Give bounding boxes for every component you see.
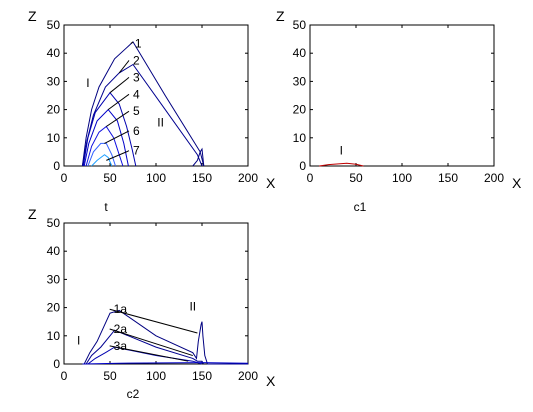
y-tick-label: 40	[47, 46, 61, 60]
region-label: I	[86, 76, 89, 90]
y-tick-label: 20	[293, 103, 307, 117]
x-tick-label: 100	[392, 171, 412, 185]
curve-label: 2	[133, 53, 140, 67]
region-label: I	[340, 144, 343, 158]
region-label: II	[157, 116, 164, 130]
x-tick-label: 50	[103, 171, 117, 185]
x-tick-label: 200	[238, 171, 258, 185]
y-axis-label: Z	[28, 8, 37, 24]
curve-label-leader	[106, 150, 130, 161]
panel-caption: c1	[354, 200, 367, 214]
curve-label-leader	[109, 345, 189, 362]
x-tick-label: 0	[61, 369, 68, 383]
curve-label: 7	[133, 144, 140, 158]
curve-label-leader	[109, 328, 193, 357]
curve-label-leader	[106, 110, 130, 127]
curve-label-leader	[107, 93, 130, 111]
y-tick-label: 30	[47, 74, 61, 88]
x-tick-label: 150	[192, 171, 212, 185]
y-tick-label: 10	[47, 131, 61, 145]
y-tick-label: 40	[47, 244, 61, 258]
region-label: I	[77, 333, 80, 347]
y-tick-label: 0	[53, 159, 60, 173]
y-tick-label: 20	[47, 301, 61, 315]
curve-label: 3	[133, 70, 140, 84]
x-axis-label: X	[266, 373, 276, 389]
curve-label-leader	[109, 77, 130, 94]
chart-panel-c1: 0 10 20 30 40 50 0 50 100 150 200 X Zc1 I	[276, 8, 522, 214]
y-tick-label: 0	[53, 357, 60, 371]
y-tick-label: 20	[47, 103, 61, 117]
y-tick-label: 50	[293, 18, 307, 32]
series-line-8	[192, 147, 205, 167]
y-tick-label: 30	[47, 272, 61, 286]
plot-area-frame	[309, 24, 495, 167]
y-tick-label: 30	[293, 74, 307, 88]
plot-area-frame	[63, 24, 249, 167]
y-tick-label: 50	[47, 18, 61, 32]
curve-label-leader	[104, 130, 130, 144]
x-tick-label: 50	[103, 369, 117, 383]
series-line-5	[85, 125, 124, 167]
curve-label: 2a	[114, 322, 128, 336]
x-tick-label: 0	[307, 171, 314, 185]
series-line-2	[81, 63, 203, 167]
curve-label-leader	[118, 60, 130, 74]
x-axis-label: X	[512, 175, 522, 191]
curve-label: 1	[135, 37, 142, 51]
x-tick-label: 150	[192, 369, 212, 383]
x-tick-label: 100	[146, 171, 166, 185]
region-label: II	[189, 299, 196, 313]
curve-label: 1a	[114, 302, 128, 316]
series-line-1	[83, 309, 248, 365]
series-line-4	[82, 362, 249, 365]
x-axis-label: X	[266, 175, 276, 191]
series-line-2	[85, 329, 205, 365]
curve-label-leader	[109, 308, 198, 334]
curve-label-leader	[130, 41, 134, 44]
x-tick-label: 200	[484, 171, 504, 185]
curve-label: 6	[133, 124, 140, 138]
x-tick-label: 100	[146, 369, 166, 383]
y-tick-label: 0	[299, 159, 306, 173]
y-tick-label: 10	[293, 131, 307, 145]
panel-caption: c2	[127, 387, 140, 401]
panel-caption: t	[104, 200, 108, 214]
y-tick-label: 50	[47, 216, 61, 230]
plot-area-frame	[63, 222, 249, 365]
x-tick-label: 0	[61, 171, 68, 185]
series-line-1	[81, 41, 205, 167]
curve-label: 3a	[114, 339, 128, 353]
series-line-7	[91, 154, 113, 167]
series-line-1	[319, 162, 364, 167]
y-axis-label: Z	[276, 8, 285, 24]
x-tick-label: 50	[349, 171, 363, 185]
series-line-6	[87, 142, 116, 167]
curve-label: 5	[133, 104, 140, 118]
x-tick-label: 200	[238, 369, 258, 383]
y-tick-label: 40	[293, 46, 307, 60]
x-tick-label: 150	[438, 171, 458, 185]
y-tick-label: 10	[47, 329, 61, 343]
curve-label: 4	[133, 87, 140, 101]
y-axis-label: Z	[28, 206, 37, 222]
series-line-3	[82, 91, 137, 167]
